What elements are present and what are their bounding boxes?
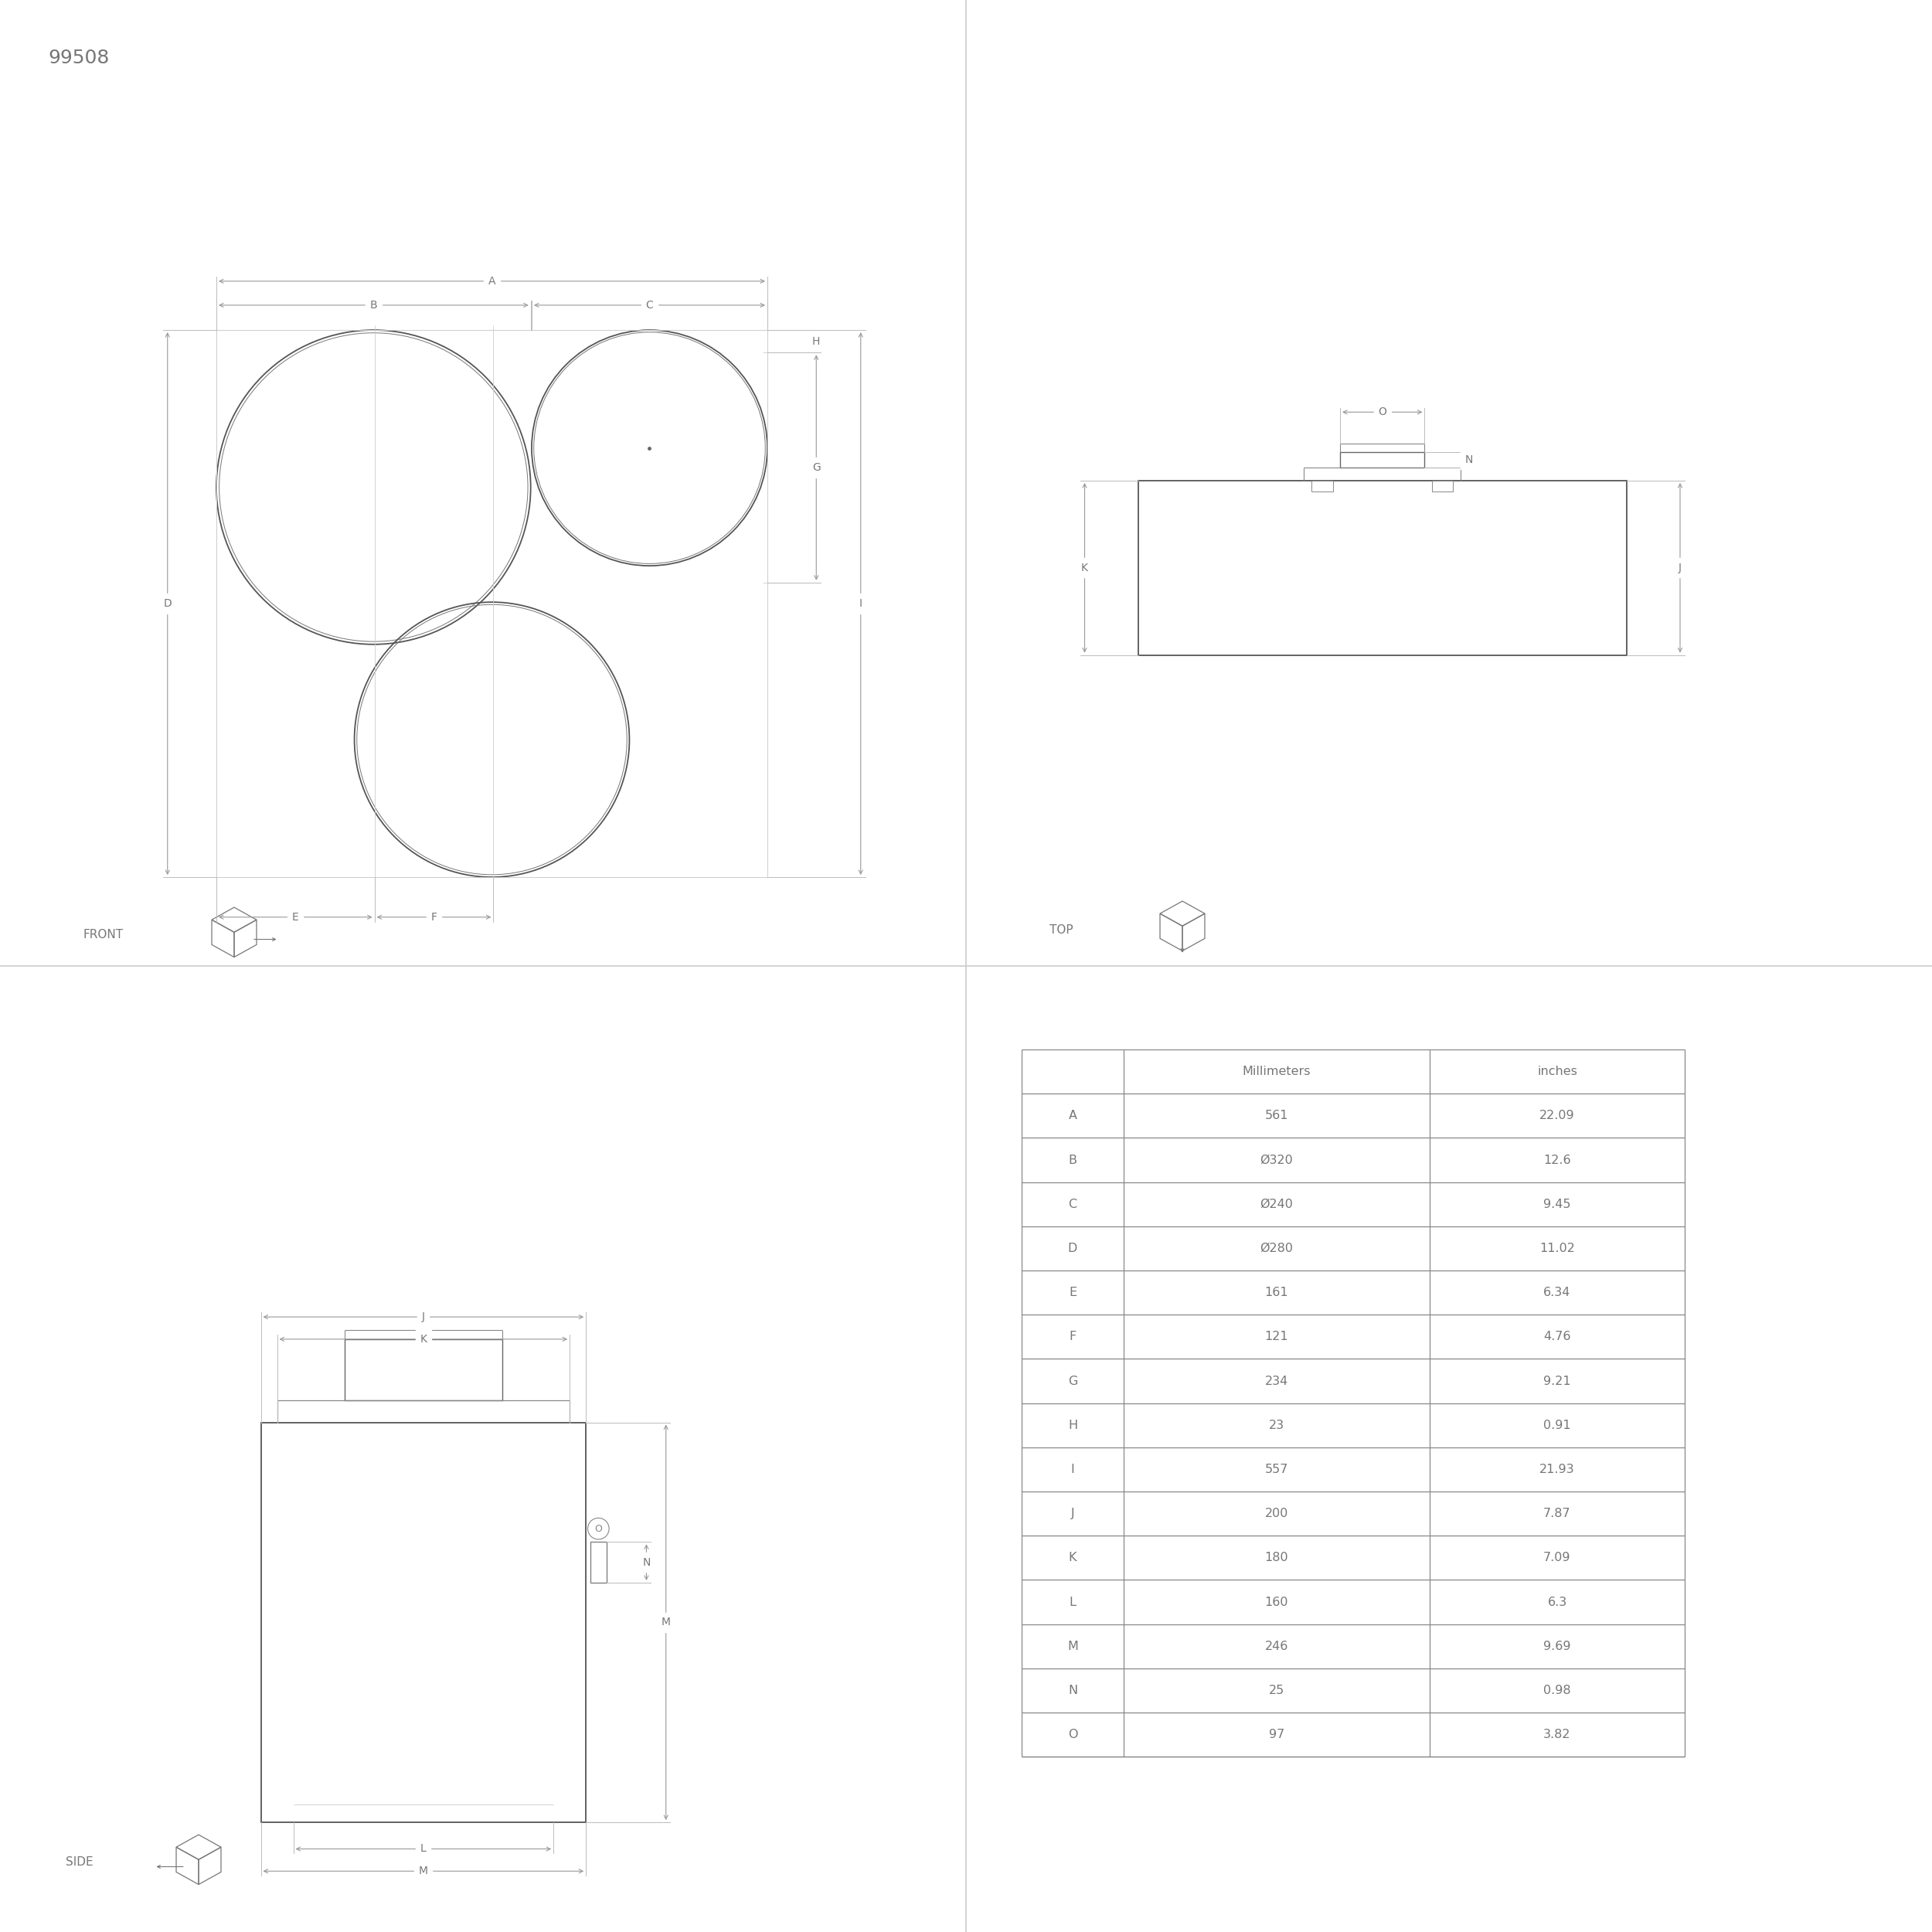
Bar (591, 1542, 607, 1582)
Text: C: C (1068, 1198, 1076, 1209)
Text: 6.3: 6.3 (1548, 1596, 1567, 1607)
Text: 11.02: 11.02 (1540, 1242, 1575, 1254)
Text: J: J (421, 1312, 425, 1321)
Text: Millimeters: Millimeters (1242, 1066, 1310, 1078)
Text: 25: 25 (1269, 1685, 1285, 1696)
Text: D: D (1068, 1242, 1078, 1254)
Text: 21.93: 21.93 (1540, 1464, 1575, 1476)
Text: J: J (1679, 562, 1681, 574)
Bar (1432, 481, 1453, 491)
Text: 3.82: 3.82 (1544, 1729, 1571, 1741)
Text: 97: 97 (1269, 1729, 1285, 1741)
Text: 7.87: 7.87 (1544, 1507, 1571, 1519)
Text: 234: 234 (1265, 1376, 1289, 1387)
Text: K: K (1068, 1551, 1076, 1563)
Text: 561: 561 (1265, 1111, 1289, 1122)
Text: M: M (1066, 1640, 1078, 1652)
Text: J: J (1070, 1507, 1074, 1519)
Text: L: L (421, 1843, 427, 1855)
Text: Ø320: Ø320 (1260, 1153, 1293, 1165)
Text: A: A (489, 276, 497, 286)
Text: 246: 246 (1265, 1640, 1289, 1652)
Text: 200: 200 (1265, 1507, 1289, 1519)
Bar (344, 1339, 502, 1401)
Text: 0.91: 0.91 (1544, 1420, 1571, 1432)
Text: 9.45: 9.45 (1544, 1198, 1571, 1209)
Text: G: G (811, 462, 821, 473)
Text: 6.34: 6.34 (1544, 1287, 1571, 1298)
Text: M: M (419, 1866, 429, 1876)
Text: H: H (1068, 1420, 1078, 1432)
Text: F: F (431, 912, 437, 922)
Text: N: N (1068, 1685, 1078, 1696)
Text: SIDE: SIDE (66, 1857, 93, 1868)
Text: I: I (1070, 1464, 1074, 1476)
Text: Ø240: Ø240 (1260, 1198, 1293, 1209)
Text: FRONT: FRONT (83, 929, 124, 941)
Text: O: O (1378, 408, 1387, 417)
Text: G: G (1068, 1376, 1078, 1387)
Text: O: O (595, 1524, 603, 1534)
Text: 557: 557 (1265, 1464, 1289, 1476)
Text: 12.6: 12.6 (1544, 1153, 1571, 1165)
Text: E: E (1068, 1287, 1076, 1298)
Text: 0.98: 0.98 (1544, 1685, 1571, 1696)
Text: L: L (1068, 1596, 1076, 1607)
Text: N: N (641, 1557, 651, 1567)
Text: M: M (661, 1617, 670, 1627)
Text: O: O (1068, 1729, 1078, 1741)
Text: C: C (645, 299, 653, 311)
Bar (1312, 481, 1333, 491)
Text: 160: 160 (1265, 1596, 1289, 1607)
Bar (1138, 481, 1627, 655)
Text: E: E (292, 912, 299, 922)
Text: 7.09: 7.09 (1544, 1551, 1571, 1563)
Text: TOP: TOP (1049, 925, 1072, 937)
Text: I: I (860, 599, 862, 609)
Text: 121: 121 (1265, 1331, 1289, 1343)
Text: H: H (811, 336, 821, 346)
Text: A: A (1068, 1111, 1076, 1122)
Bar (261, 1422, 585, 1822)
Text: B: B (369, 299, 377, 311)
Text: 4.76: 4.76 (1544, 1331, 1571, 1343)
Text: 9.21: 9.21 (1544, 1376, 1571, 1387)
Text: inches: inches (1538, 1066, 1577, 1078)
Bar (1341, 452, 1424, 468)
Text: 23: 23 (1269, 1420, 1285, 1432)
Text: D: D (164, 599, 172, 609)
Text: 180: 180 (1265, 1551, 1289, 1563)
Text: F: F (1068, 1331, 1076, 1343)
Text: 22.09: 22.09 (1540, 1111, 1575, 1122)
Text: K: K (419, 1333, 427, 1345)
Text: N: N (1464, 454, 1472, 466)
Text: 99508: 99508 (48, 48, 110, 68)
Text: K: K (1082, 562, 1088, 574)
Text: 161: 161 (1265, 1287, 1289, 1298)
Text: B: B (1068, 1153, 1076, 1165)
Text: 9.69: 9.69 (1544, 1640, 1571, 1652)
Text: Ø280: Ø280 (1260, 1242, 1293, 1254)
